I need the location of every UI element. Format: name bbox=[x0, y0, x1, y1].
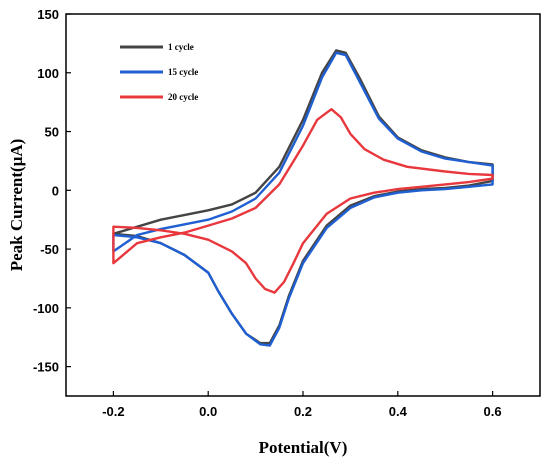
series-line-20-cycle bbox=[112, 108, 494, 294]
x-tick-label: 0.4 bbox=[389, 404, 408, 419]
y-axis-title: Peak Current(μA) bbox=[7, 139, 26, 272]
y-tick-label: -100 bbox=[33, 301, 59, 316]
x-tick-label: -0.2 bbox=[102, 404, 124, 419]
y-tick-label: -150 bbox=[33, 360, 59, 375]
y-axis-ticks: -150 -100 -50 0 50 100 150 bbox=[33, 7, 71, 375]
x-axis-ticks: -0.2 0.0 0.2 0.4 0.6 bbox=[102, 391, 502, 419]
x-tick-label: 0.0 bbox=[199, 404, 217, 419]
legend-label: 20 cycle bbox=[168, 92, 198, 102]
x-tick-label: 0.6 bbox=[484, 404, 502, 419]
series-line-15-cycle bbox=[112, 51, 494, 347]
y-tick-label: 100 bbox=[37, 66, 59, 81]
y-tick-label: -50 bbox=[40, 242, 59, 257]
x-axis-title: Potential(V) bbox=[259, 438, 348, 457]
y-tick-label: 0 bbox=[52, 183, 59, 198]
y-tick-label: 50 bbox=[45, 125, 59, 140]
y-tick-label: 150 bbox=[37, 7, 59, 22]
x-tick-label: 0.2 bbox=[294, 404, 312, 419]
plot-series bbox=[112, 49, 494, 347]
legend-label: 15 cycle bbox=[168, 67, 198, 77]
legend: 1 cycle 15 cycle 20 cycle bbox=[120, 42, 198, 102]
legend-label: 1 cycle bbox=[168, 42, 194, 52]
